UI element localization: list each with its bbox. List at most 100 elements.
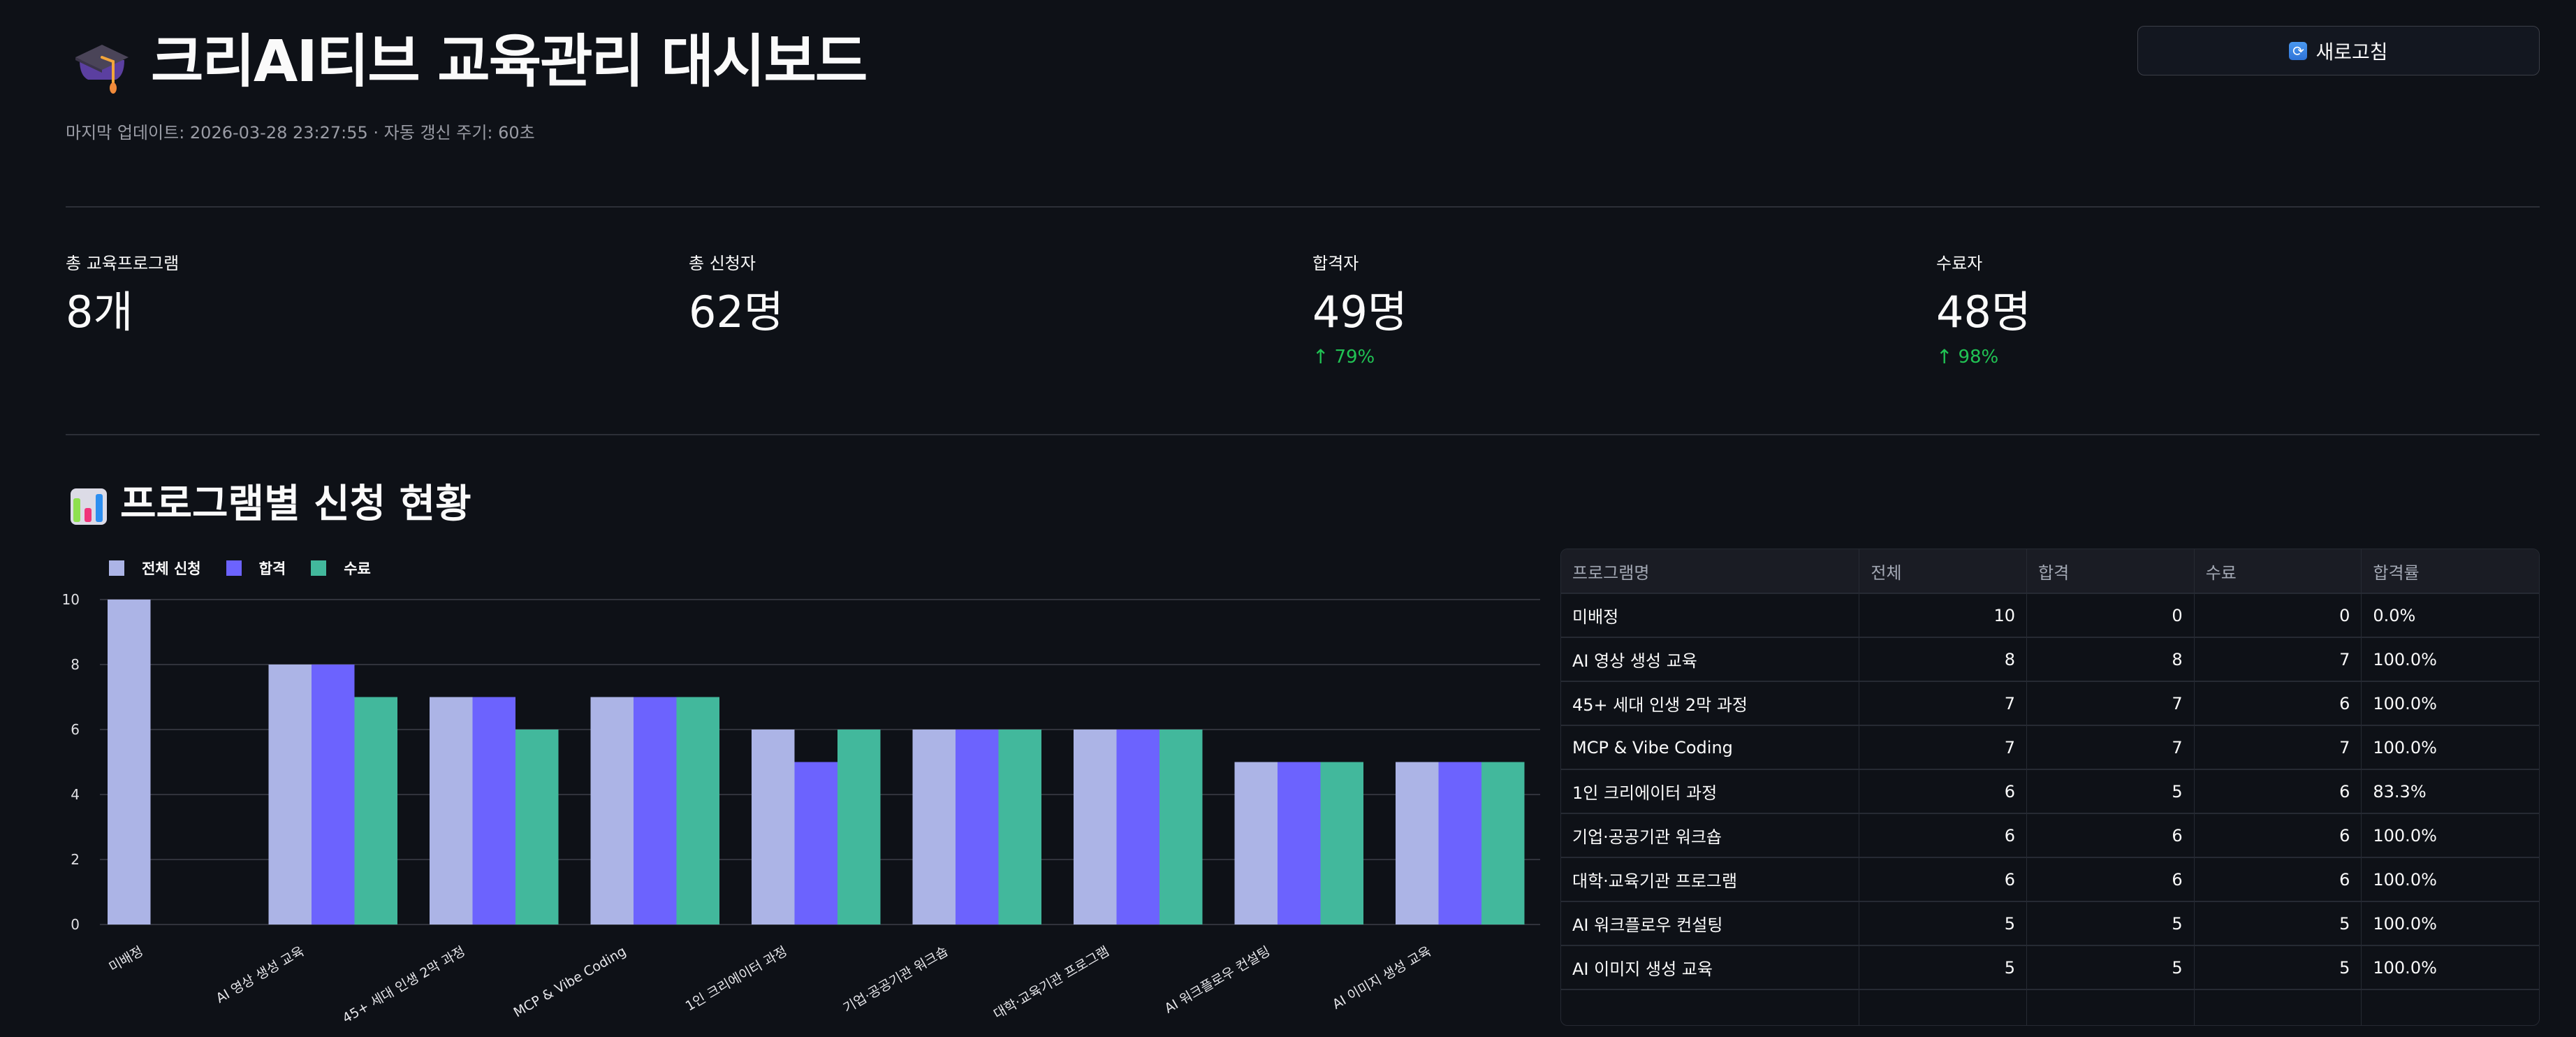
cell-program[interactable]: AI 영상 생성 교육 [1561, 638, 1860, 681]
metric-value: 8개 [66, 287, 133, 338]
table-row[interactable]: 45+ 세대 인생 2막 과정 7 7 6 100.0% [1561, 682, 2539, 726]
cell-pass-rate[interactable]: 100.0% [2373, 737, 2437, 757]
cell-program[interactable]: 대학·교육기관 프로그램 [1561, 858, 1860, 901]
table-empty-row [1561, 990, 2539, 1025]
bar-passed[interactable] [1278, 762, 1321, 925]
x-tick-label: 미배정 [106, 943, 145, 975]
cell-total[interactable]: 5 [1859, 902, 2028, 945]
program-table[interactable]: 프로그램명 전체 합격 수료 합격률 미배정 10 0 0 0.0% AI 영상 생성 교… [1560, 549, 2540, 1026]
table-row[interactable]: 기업·공공기관 워크숍 6 6 6 100.0% [1561, 814, 2539, 858]
cell-total[interactable]: 6 [1859, 814, 2028, 857]
metric-completed: 수료자 48명 ↑ 98% [1936, 252, 2530, 368]
cell-program[interactable]: 45+ 세대 인생 2막 과정 [1561, 682, 1860, 725]
bar-passed[interactable] [1116, 730, 1160, 924]
cell-program[interactable]: 기업·공공기관 워크숍 [1561, 814, 1860, 857]
cell-total[interactable]: 6 [1859, 770, 2028, 813]
cell-pass-rate[interactable]: 100.0% [2373, 649, 2437, 669]
bar-total[interactable] [1234, 762, 1278, 925]
cell-program[interactable]: 1인 크리에이터 과정 [1561, 770, 1860, 813]
cell-total[interactable]: 5 [1859, 946, 2028, 989]
column-header-passed[interactable]: 합격 [2027, 549, 2195, 593]
table-row[interactable]: 대학·교육기관 프로그램 6 6 6 100.0% [1561, 858, 2539, 902]
table-row[interactable]: MCP & Vibe Coding 7 7 7 100.0% [1561, 726, 2539, 770]
bar-completed[interactable] [354, 697, 398, 925]
cell-passed[interactable]: 5 [2027, 770, 2195, 813]
cell-completed[interactable]: 6 [2195, 858, 2362, 901]
cell-passed[interactable]: 8 [2027, 638, 2195, 681]
cell-completed[interactable]: 6 [2195, 770, 2362, 813]
bar-total[interactable] [108, 600, 151, 924]
bar-passed[interactable] [634, 697, 677, 925]
bar-total[interactable] [752, 730, 795, 924]
cell-total[interactable]: 6 [1859, 858, 2028, 901]
bar-passed[interactable] [1438, 762, 1482, 925]
cell-program[interactable]: MCP & Vibe Coding [1561, 726, 1860, 769]
bar-completed[interactable] [1320, 762, 1364, 925]
cell-total[interactable]: 7 [1859, 726, 2028, 769]
table-row[interactable]: AI 이미지 생성 교육 5 5 5 100.0% [1561, 946, 2539, 990]
legend-item-passed[interactable]: 합격 [226, 558, 286, 579]
column-header-total[interactable]: 전체 [1859, 549, 2028, 593]
bar-chart: 0 2 4 6 8 10 미배정 AI 영상 생성 교육 45+ 세대 인생 2막 과정 MCP … [62, 591, 1540, 1027]
bar-total[interactable] [590, 697, 634, 925]
bar-completed[interactable] [1481, 762, 1525, 925]
cell-passed[interactable]: 0 [2027, 594, 2195, 637]
bar-passed[interactable] [472, 697, 516, 925]
bar-total[interactable] [1396, 762, 1439, 925]
metric-total-programs: 총 교육프로그램 8개 [66, 252, 659, 342]
page-title: 크리AI티브 교육관리 대시보드 [151, 29, 868, 95]
refresh-button[interactable]: ⟳ 새로고침 [2137, 26, 2540, 75]
bar-completed[interactable] [998, 730, 1042, 924]
cell-pass-rate[interactable]: 0.0% [2373, 605, 2416, 625]
cell-passed[interactable]: 6 [2027, 858, 2195, 901]
table-body: 미배정 10 0 0 0.0% AI 영상 생성 교육 8 8 7 100.0% 45+ 세대 인생… [1561, 594, 2539, 990]
cell-passed[interactable]: 5 [2027, 946, 2195, 989]
table-row[interactable]: AI 영상 생성 교육 8 8 7 100.0% [1561, 638, 2539, 682]
table-row[interactable]: AI 워크플로우 컨설팅 5 5 5 100.0% [1561, 902, 2539, 946]
cell-completed[interactable]: 6 [2195, 814, 2362, 857]
cell-total[interactable]: 10 [1859, 594, 2028, 637]
section-title: 프로그램별 신청 현황 [120, 481, 471, 527]
cell-pass-rate[interactable]: 83.3% [2373, 781, 2427, 802]
legend-swatch-total [109, 560, 124, 576]
bar-passed[interactable] [312, 665, 355, 924]
cell-pass-rate[interactable]: 100.0% [2373, 825, 2437, 846]
table-row[interactable]: 미배정 10 0 0 0.0% [1561, 594, 2539, 638]
cell-passed[interactable]: 5 [2027, 902, 2195, 945]
bar-completed[interactable] [676, 697, 720, 925]
column-header-program[interactable]: 프로그램명 [1561, 549, 1860, 593]
bar-completed[interactable] [1159, 730, 1203, 924]
cell-completed[interactable]: 7 [2195, 726, 2362, 769]
cell-program[interactable]: AI 워크플로우 컨설팅 [1561, 902, 1860, 945]
cell-completed[interactable]: 5 [2195, 902, 2362, 945]
x-tick-label: 45+ 세대 인생 2막 과정 [340, 943, 468, 1026]
bar-completed[interactable] [515, 730, 559, 924]
cell-completed[interactable]: 5 [2195, 946, 2362, 989]
cell-completed[interactable]: 6 [2195, 682, 2362, 725]
cell-completed[interactable]: 7 [2195, 638, 2362, 681]
cell-passed[interactable]: 6 [2027, 814, 2195, 857]
cell-pass-rate[interactable]: 100.0% [2373, 913, 2437, 934]
bar-total[interactable] [430, 697, 473, 925]
bar-passed[interactable] [956, 730, 999, 924]
bar-completed[interactable] [837, 730, 881, 924]
legend-item-total[interactable]: 전체 신청 [109, 558, 201, 579]
column-header-pass-rate[interactable]: 합격률 [2373, 563, 2420, 583]
bar-total[interactable] [912, 730, 956, 924]
cell-passed[interactable]: 7 [2027, 726, 2195, 769]
cell-total[interactable]: 8 [1859, 638, 2028, 681]
cell-pass-rate[interactable]: 100.0% [2373, 693, 2437, 713]
table-row[interactable]: 1인 크리에이터 과정 6 5 6 83.3% [1561, 770, 2539, 814]
bar-total[interactable] [268, 665, 312, 924]
cell-pass-rate[interactable]: 100.0% [2373, 957, 2437, 978]
cell-program[interactable]: 미배정 [1561, 594, 1860, 637]
cell-pass-rate[interactable]: 100.0% [2373, 869, 2437, 890]
bar-total[interactable] [1074, 730, 1117, 924]
legend-item-completed[interactable]: 수료 [311, 558, 371, 579]
cell-completed[interactable]: 0 [2195, 594, 2362, 637]
bar-passed[interactable] [794, 762, 838, 925]
cell-total[interactable]: 7 [1859, 682, 2028, 725]
cell-program[interactable]: AI 이미지 생성 교육 [1561, 946, 1860, 989]
cell-passed[interactable]: 7 [2027, 682, 2195, 725]
column-header-completed[interactable]: 수료 [2195, 549, 2362, 593]
